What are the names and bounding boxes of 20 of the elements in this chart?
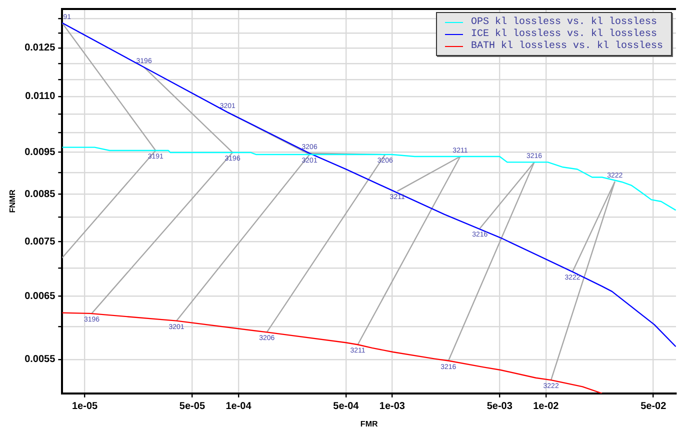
x-tick-label: 5e-03 (486, 401, 513, 412)
y-axis-title: FNMR (8, 189, 18, 213)
y-tick-label: 0.0065 (24, 290, 56, 302)
x-tick-label: 1e-02 (533, 401, 560, 412)
x-axis-title: FMR (360, 419, 378, 428)
y-tick-label: 0.0110 (25, 91, 56, 102)
legend-label: BATH kl lossless vs. kl lossless (470, 40, 663, 52)
legend-label: OPS kl lossless vs. kl lossless (470, 16, 657, 28)
y-tick-label: 0.0095 (24, 146, 56, 158)
y-tick-label: 0.0085 (24, 189, 56, 200)
y-tick-label: 0.0075 (24, 236, 56, 248)
y-tick-label: 0.0125 (24, 42, 56, 54)
x-tick-label: 1e-05 (72, 401, 98, 412)
x-tick-label: 5e-05 (179, 401, 206, 412)
x-tick-label: 1e-04 (226, 401, 252, 412)
y-tick-label: 0.0055 (24, 354, 56, 366)
x-tick-label: 5e-02 (640, 401, 667, 412)
x-tick-label: 1e-03 (379, 401, 406, 412)
x-tick-label: 5e-04 (333, 401, 360, 412)
legend-label: ICE kl lossless vs. kl lossless (470, 28, 657, 40)
